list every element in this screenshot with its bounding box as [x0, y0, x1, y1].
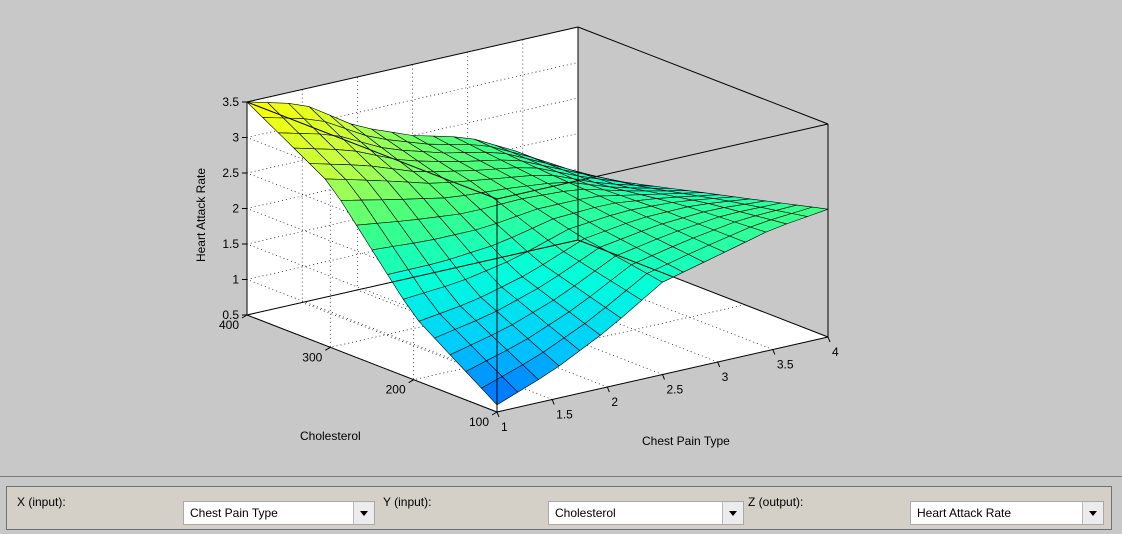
x-tick-label: 4 [832, 345, 839, 359]
y-tick-label: 100 [469, 415, 489, 429]
axes-box-edge [246, 314, 498, 413]
x-input-value: Chest Pain Type [190, 506, 278, 520]
x-axis-label: Chest Pain Type [642, 434, 730, 448]
z-tick-label: 2.5 [222, 166, 239, 180]
z-output-dropdown[interactable]: Heart Attack Rate [910, 501, 1104, 525]
x-tick-label: 1 [501, 420, 508, 434]
z-tick-label: 1.5 [222, 237, 239, 251]
z-axis-label: Heart Attack Rate [194, 168, 208, 262]
axes-box-edge [496, 123, 829, 200]
chevron-down-icon[interactable] [1082, 502, 1103, 524]
y-input-label: Y (input): [383, 495, 432, 509]
y-tick-mark [491, 411, 498, 416]
axes-box-edge [577, 26, 829, 125]
y-input-value: Cholesterol [555, 506, 616, 520]
plot-area[interactable]: 1 1.5 2 2.5 3 3.5 4 100 200 300 400 0.5 1 1.5 2 2.5 3 3.5… [0, 0, 1122, 477]
x-input-label: X (input): [17, 495, 66, 509]
chevron-down-icon[interactable] [722, 502, 743, 524]
x-tick-label: 2.5 [667, 383, 684, 397]
z-tick-label: 2 [232, 202, 239, 216]
z-tick-label: 3 [232, 131, 239, 145]
z-tick-label: 3.5 [222, 95, 239, 109]
z-output-value: Heart Attack Rate [917, 506, 1012, 520]
x-tick-label: 2 [611, 395, 618, 409]
z-tick-label: 1 [232, 273, 239, 287]
x-tick-label: 3 [722, 370, 729, 384]
x-tick-mark [827, 336, 831, 343]
y-axis-label: Cholesterol [300, 429, 361, 443]
x-tick-mark [551, 399, 555, 405]
x-input-dropdown[interactable]: Chest Pain Type [183, 501, 375, 525]
x-tick-mark [717, 361, 721, 368]
y-input-dropdown[interactable]: Cholesterol [548, 501, 744, 525]
x-tick-mark [772, 349, 776, 355]
y-tick-mark [325, 346, 331, 351]
x-tick-mark [496, 411, 500, 418]
x-tick-mark [606, 386, 610, 393]
z-output-label: Z (output): [748, 495, 804, 509]
axes-box-edge [577, 239, 829, 338]
axes-box-edge [246, 101, 498, 200]
y-tick-label: 200 [386, 383, 406, 397]
axes-box-edge [246, 26, 579, 103]
y-tick-label: 300 [302, 350, 322, 364]
y-tick-mark [408, 379, 414, 384]
axis-selection-panel: X (input): Chest Pain Type Y (input): Ch… [6, 486, 1112, 530]
z-tick-label: 0.5 [222, 308, 239, 322]
x-tick-label: 3.5 [777, 358, 794, 372]
chevron-down-icon[interactable] [353, 502, 374, 524]
surface-patch [481, 376, 519, 406]
x-tick-label: 1.5 [556, 408, 573, 422]
x-tick-mark [662, 374, 665, 380]
axes-box-edge [246, 239, 579, 316]
y-tick-label: 400 [219, 318, 239, 332]
